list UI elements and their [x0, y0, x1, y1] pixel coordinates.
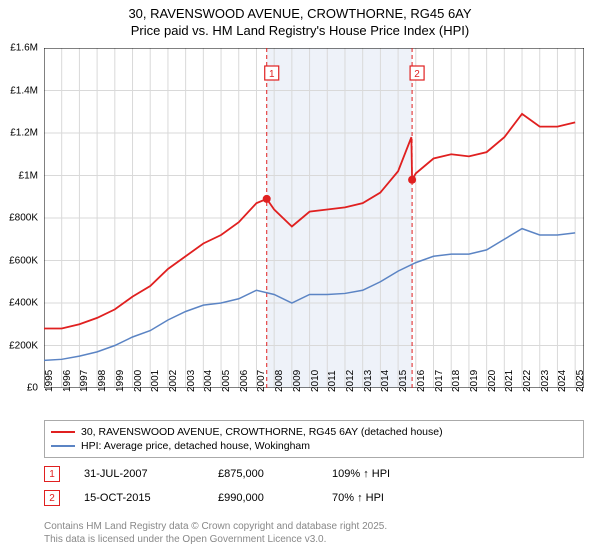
x-tick-label: 2006 — [239, 370, 250, 392]
svg-text:1: 1 — [269, 69, 275, 80]
y-tick-label: £600K — [9, 255, 38, 266]
x-tick-label: 2019 — [469, 370, 480, 392]
legend-item: HPI: Average price, detached house, Woki… — [51, 439, 577, 453]
y-tick-label: £1.2M — [10, 128, 38, 139]
y-tick-label: £200K — [9, 340, 38, 351]
x-tick-label: 2013 — [363, 370, 374, 392]
x-tick-label: 1995 — [44, 370, 55, 392]
event-marker: 1 — [44, 466, 60, 482]
footer-attribution: Contains HM Land Registry data © Crown c… — [44, 520, 584, 546]
x-tick-label: 2007 — [256, 370, 267, 392]
x-tick-label: 1997 — [79, 370, 90, 392]
y-tick-label: £1.6M — [10, 43, 38, 54]
x-tick-label: 2009 — [292, 370, 303, 392]
x-tick-label: 1999 — [115, 370, 126, 392]
x-tick-label: 1996 — [62, 370, 73, 392]
x-tick-label: 2011 — [327, 370, 338, 392]
x-tick-label: 2008 — [274, 370, 285, 392]
event-price: £875,000 — [218, 468, 308, 480]
footer-line-2: This data is licensed under the Open Gov… — [44, 533, 584, 546]
legend: 30, RAVENSWOOD AVENUE, CROWTHORNE, RG45 … — [44, 420, 584, 458]
x-tick-label: 2002 — [168, 370, 179, 392]
event-pct: 70% ↑ HPI — [332, 492, 442, 504]
x-tick-label: 2001 — [150, 370, 161, 392]
x-tick-label: 2014 — [380, 370, 391, 392]
x-tick-label: 2005 — [221, 370, 232, 392]
chart-area: 12 £0£200K£400K£600K£800K£1M£1.2M£1.4M£1… — [44, 48, 584, 388]
x-tick-label: 2018 — [451, 370, 462, 392]
x-tick-label: 2025 — [575, 370, 586, 392]
x-tick-label: 2021 — [504, 370, 515, 392]
x-tick-label: 2015 — [398, 370, 409, 392]
chart-titles: 30, RAVENSWOOD AVENUE, CROWTHORNE, RG45 … — [0, 0, 600, 38]
event-price: £990,000 — [218, 492, 308, 504]
legend-item: 30, RAVENSWOOD AVENUE, CROWTHORNE, RG45 … — [51, 425, 577, 439]
y-tick-label: £400K — [9, 298, 38, 309]
x-tick-label: 2023 — [540, 370, 551, 392]
legend-label: HPI: Average price, detached house, Woki… — [81, 440, 310, 452]
x-tick-label: 2016 — [416, 370, 427, 392]
event-row: 2 15-OCT-2015 £990,000 70% ↑ HPI — [44, 486, 584, 510]
x-tick-label: 2003 — [186, 370, 197, 392]
y-tick-label: £1.4M — [10, 85, 38, 96]
x-tick-label: 2017 — [434, 370, 445, 392]
event-date: 31-JUL-2007 — [84, 468, 194, 480]
legend-swatch — [51, 445, 75, 447]
x-tick-label: 2004 — [203, 370, 214, 392]
x-tick-label: 2022 — [522, 370, 533, 392]
x-tick-label: 2010 — [310, 370, 321, 392]
x-tick-label: 2000 — [133, 370, 144, 392]
y-tick-label: £1M — [19, 170, 38, 181]
y-tick-label: £0 — [27, 383, 38, 394]
sale-events: 1 31-JUL-2007 £875,000 109% ↑ HPI 2 15-OCT-20… — [44, 462, 584, 510]
event-row: 1 31-JUL-2007 £875,000 109% ↑ HPI — [44, 462, 584, 486]
x-tick-label: 2012 — [345, 370, 356, 392]
x-tick-label: 2024 — [557, 370, 568, 392]
footer-line-1: Contains HM Land Registry data © Crown c… — [44, 520, 584, 533]
event-date: 15-OCT-2015 — [84, 492, 194, 504]
x-tick-label: 2020 — [487, 370, 498, 392]
event-pct: 109% ↑ HPI — [332, 468, 442, 480]
legend-label: 30, RAVENSWOOD AVENUE, CROWTHORNE, RG45 … — [81, 426, 443, 438]
svg-text:2: 2 — [414, 69, 420, 80]
y-tick-label: £800K — [9, 213, 38, 224]
title-line-1: 30, RAVENSWOOD AVENUE, CROWTHORNE, RG45 … — [0, 6, 600, 21]
event-marker: 2 — [44, 490, 60, 506]
legend-swatch — [51, 431, 75, 433]
x-tick-label: 1998 — [97, 370, 108, 392]
title-line-2: Price paid vs. HM Land Registry's House … — [0, 23, 600, 38]
price-chart: 12 — [44, 48, 584, 388]
